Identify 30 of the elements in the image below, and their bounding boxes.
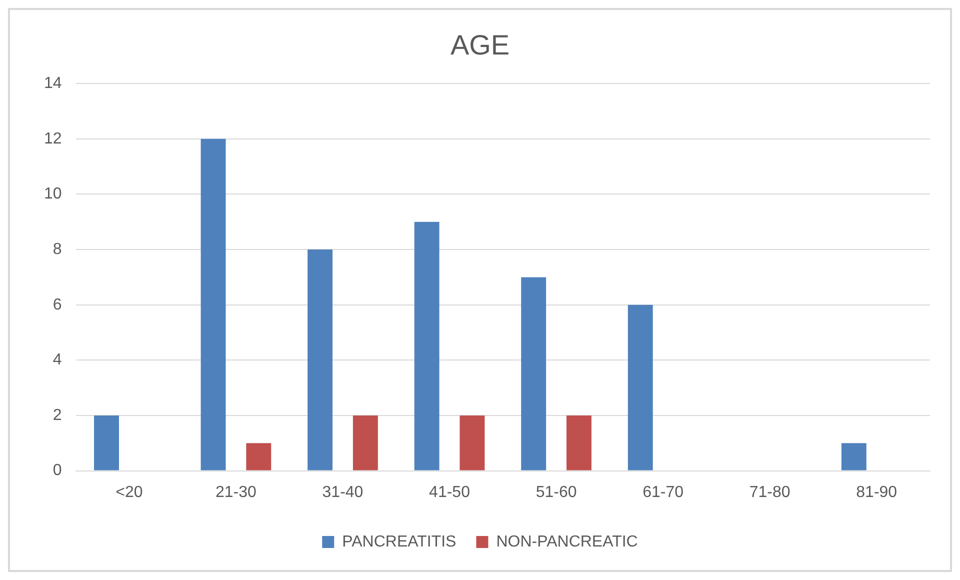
- y-tick-label: 14: [44, 75, 62, 92]
- chart-title: AGE: [450, 30, 510, 61]
- bar: [94, 415, 119, 470]
- y-tick-label: 8: [52, 240, 62, 258]
- y-tick-label: 6: [52, 296, 62, 314]
- bar: [200, 138, 226, 470]
- y-tick-label: 0: [52, 462, 62, 480]
- y-tick-label: 12: [44, 130, 62, 148]
- bar: [841, 443, 866, 470]
- bar: [414, 222, 440, 470]
- bar: [308, 250, 333, 470]
- x-tick-label: 71-80: [749, 484, 790, 501]
- y-tick-label: 10: [44, 186, 62, 203]
- x-tick-label: 81-90: [856, 484, 898, 501]
- y-tick-label: 4: [52, 352, 62, 369]
- bar: [628, 304, 653, 470]
- legend-label: NON-PANCREATIC: [496, 533, 638, 550]
- legend-label: PANCREATITIS: [342, 533, 456, 550]
- bar: [566, 415, 592, 470]
- x-tick-label: 51-60: [536, 484, 577, 501]
- x-tick-label: 31-40: [322, 484, 364, 501]
- bar: [246, 443, 272, 470]
- x-tick-label: <20: [116, 484, 143, 501]
- x-tick-label: 21-30: [216, 484, 257, 501]
- y-tick-label: 2: [52, 406, 62, 424]
- bar: [460, 415, 485, 470]
- bar: [521, 277, 546, 470]
- x-tick-label: 61-70: [642, 484, 684, 501]
- x-tick-label: 41-50: [429, 484, 470, 501]
- bar: [352, 415, 378, 470]
